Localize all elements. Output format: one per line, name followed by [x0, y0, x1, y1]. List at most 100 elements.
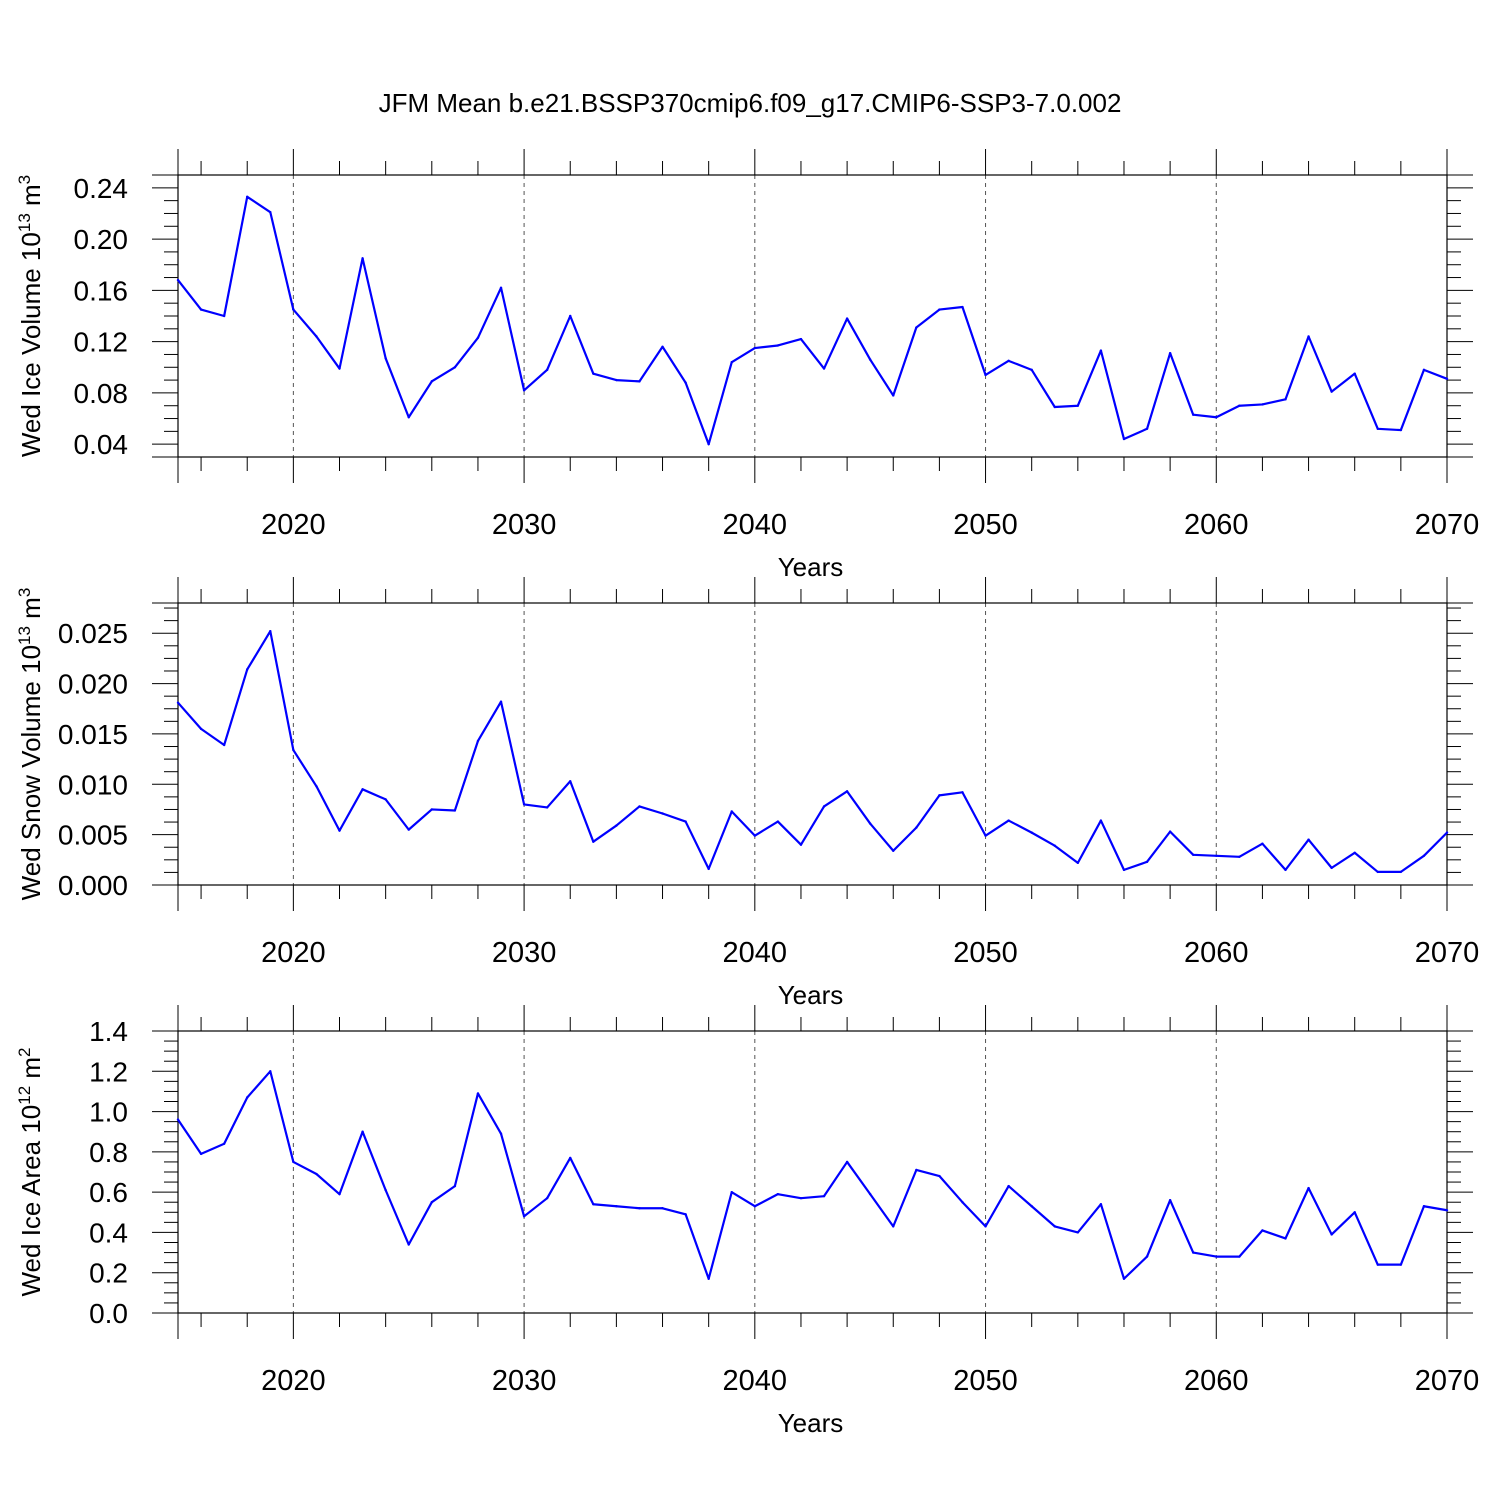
data-point-2021 [315, 1172, 318, 1176]
x-tick-label: 2030 [492, 509, 557, 541]
x-tick-label: 2020 [261, 937, 326, 969]
data-point-2045 [868, 822, 872, 825]
data-point-2070 [1445, 1209, 1449, 1212]
data-point-2038 [707, 1277, 710, 1280]
x-tick-label: 2060 [1184, 937, 1249, 969]
panel-1: 2020 2030 2040 2050 2060 2070 0.04 0.08 0.12 0.16… [15, 149, 1479, 582]
data-point-2016 [199, 1152, 203, 1156]
x-tick-label: 2060 [1184, 1365, 1249, 1397]
data-point-2049 [961, 791, 964, 794]
data-point-2060 [1215, 854, 1218, 857]
data-point-2021 [315, 785, 318, 788]
y-tick-label: 0.000 [58, 870, 128, 901]
data-point-2020 [292, 1160, 295, 1164]
data-point-2046 [892, 394, 895, 397]
data-point-2070 [1445, 831, 1449, 834]
plot-frame [177, 602, 1448, 886]
y-tick-label: 0.0 [89, 1298, 128, 1329]
data-point-2054 [1076, 861, 1080, 865]
x-tick-label: 2060 [1184, 509, 1249, 541]
data-point-2036 [661, 812, 664, 815]
data-point-2058 [1168, 830, 1172, 833]
data-point-2032 [569, 314, 572, 318]
plot-frame [177, 1030, 1448, 1314]
data-point-2029 [499, 1132, 503, 1135]
x-tick-label: 2030 [492, 937, 557, 969]
data-point-2040 [753, 1205, 757, 1208]
x-axis-label: Years [778, 1408, 844, 1438]
data-point-2048 [938, 1174, 941, 1178]
data-point-2064 [1307, 838, 1310, 841]
data-point-2019 [269, 630, 272, 633]
data-point-2035 [638, 380, 641, 383]
data-point-2039 [730, 360, 733, 364]
data-point-2066 [1353, 1211, 1356, 1214]
y-tick-label: 0.025 [58, 618, 128, 649]
data-point-2017 [222, 314, 226, 318]
data-point-2070 [1445, 377, 1449, 381]
y-tick-label: 0.8 [89, 1137, 128, 1168]
data-point-2069 [1422, 1205, 1426, 1208]
data-point-2040 [753, 834, 757, 837]
data-point-2018 [246, 668, 249, 671]
data-point-2050 [984, 373, 987, 377]
data-point-2058 [1168, 351, 1172, 355]
panel-3: 2020 2030 2040 2050 2060 2070 0.0 0.2 0.4 0.6 0.8 1… [15, 1005, 1479, 1438]
data-point-2038 [707, 867, 710, 871]
data-point-2017 [222, 1142, 226, 1146]
y-tick-label: 1.4 [89, 1016, 128, 1047]
data-point-2015 [176, 278, 180, 282]
y-tick-label: 0.04 [74, 429, 129, 460]
x-tick-label: 2040 [723, 509, 788, 541]
data-point-2056 [1122, 868, 1126, 872]
data-point-2060 [1215, 416, 1218, 419]
data-point-2058 [1168, 1199, 1172, 1202]
data-point-2030 [522, 1215, 526, 1218]
data-point-2033 [592, 1203, 595, 1206]
data-point-2042 [799, 1196, 803, 1200]
data-point-2039 [730, 1190, 733, 1194]
data-point-2029 [499, 700, 503, 703]
data-point-2062 [1261, 1229, 1264, 1232]
data-point-2018 [246, 195, 249, 198]
y-tick-label: 1.0 [89, 1097, 128, 1128]
data-point-2039 [730, 810, 733, 813]
data-point-2051 [1007, 359, 1010, 363]
x-tick-label: 2040 [723, 937, 788, 969]
y-tick-label: 0.6 [89, 1177, 128, 1208]
data-point-2063 [1284, 398, 1287, 401]
data-point-2069 [1422, 368, 1426, 372]
x-tick-label: 2040 [723, 1365, 788, 1397]
data-point-2016 [199, 308, 203, 311]
x-axis-label: Years [778, 980, 844, 1010]
data-point-2023 [361, 788, 364, 791]
series-line [177, 630, 1448, 874]
y-tick-label: 0.08 [74, 378, 129, 409]
data-point-2017 [222, 743, 226, 747]
x-tick-label: 2050 [953, 937, 1018, 969]
data-point-2033 [592, 372, 595, 375]
data-point-2028 [476, 739, 480, 743]
data-point-2059 [1192, 1251, 1195, 1254]
y-axis-label: Wed Ice Volume 1013 m3 [15, 175, 46, 457]
data-point-2068 [1399, 428, 1403, 432]
data-point-2068 [1399, 870, 1403, 874]
data-point-2047 [915, 826, 918, 829]
x-tick-label: 2070 [1415, 937, 1480, 969]
data-point-2057 [1145, 427, 1149, 430]
data-point-2044 [845, 790, 849, 793]
data-point-2036 [661, 1207, 664, 1210]
data-point-2015 [176, 701, 180, 704]
y-tick-label: 1.2 [89, 1056, 128, 1087]
data-point-2060 [1215, 1255, 1218, 1258]
data-point-2037 [684, 820, 687, 823]
data-point-2066 [1353, 372, 1356, 375]
data-point-2055 [1099, 819, 1103, 822]
data-point-2051 [1007, 1184, 1010, 1188]
data-point-2016 [199, 727, 203, 731]
data-point-2034 [615, 1205, 618, 1208]
data-point-2019 [269, 210, 272, 214]
data-point-2051 [1007, 819, 1010, 822]
data-point-2022 [338, 1192, 341, 1196]
data-point-2062 [1261, 842, 1264, 845]
